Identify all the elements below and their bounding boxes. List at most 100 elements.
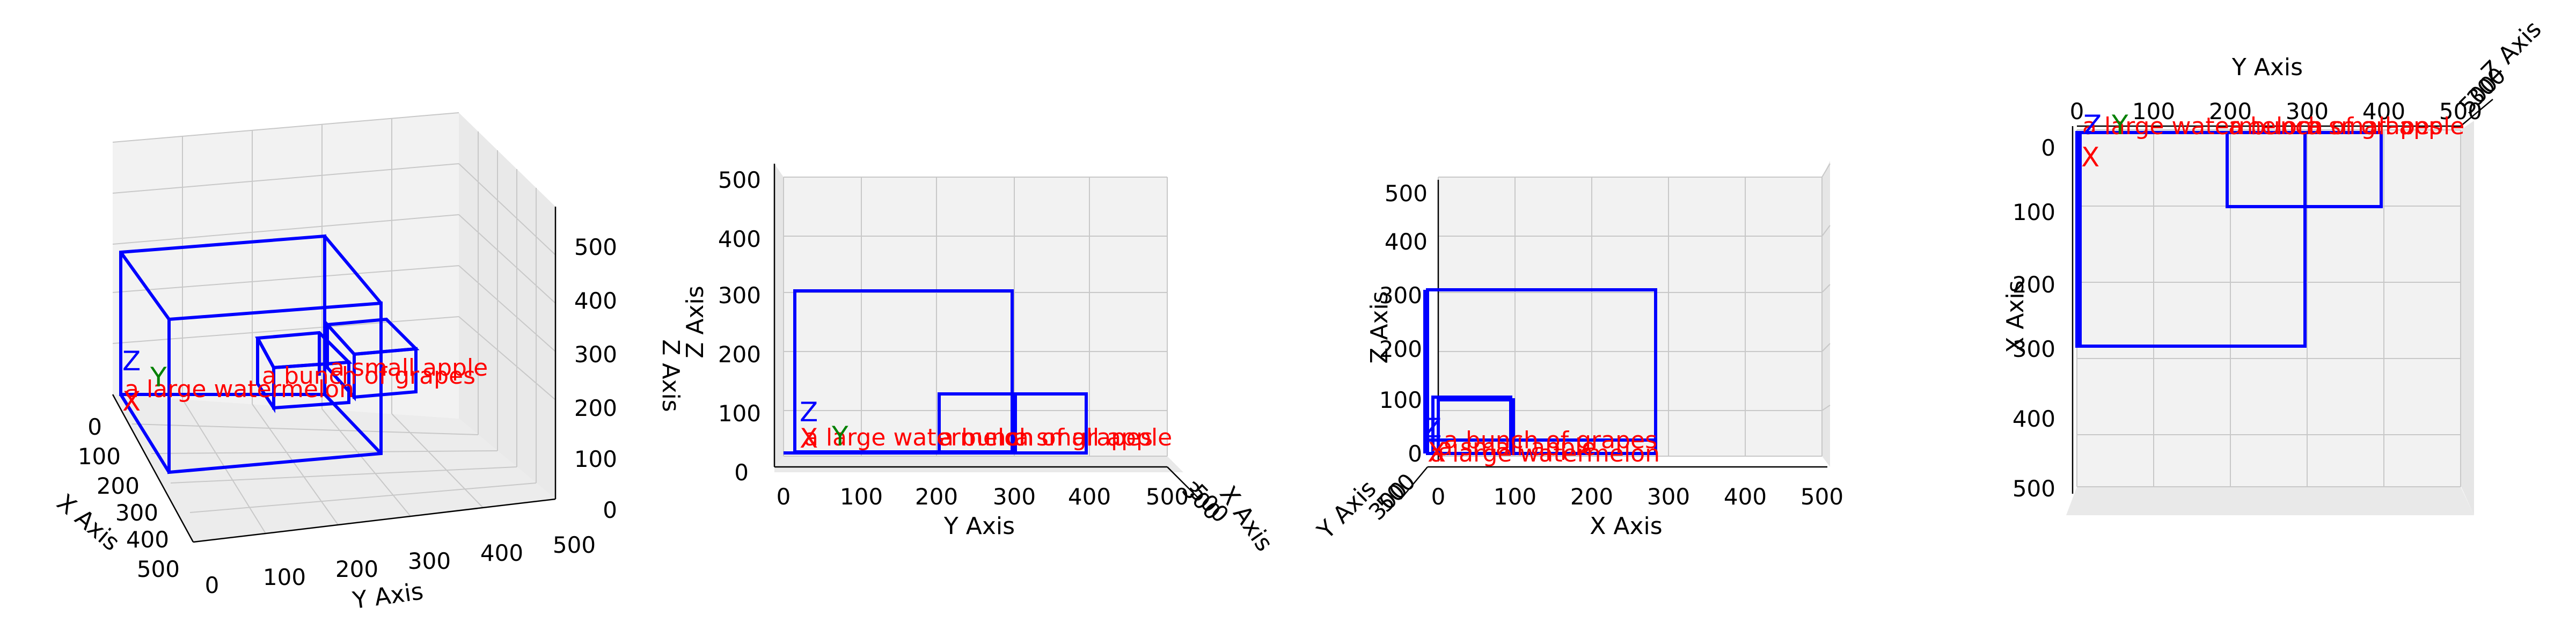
objects-front-xz: [1423, 288, 1657, 455]
tick-y-400: 400: [2362, 98, 2405, 125]
tick-y-500: 500: [1146, 484, 1189, 510]
pane-back-x: [113, 113, 459, 419]
tick-z-500: 500: [574, 234, 617, 260]
panel-front-xz: 0 100 200 300 400 500 Z Axis 0 100 200 3…: [1312, 161, 1843, 545]
tick-y-0: 0: [777, 484, 791, 510]
tick-x-200: 200: [1570, 484, 1613, 510]
tick-y-0: 0: [2070, 98, 2084, 125]
tick-x-0: 0: [87, 414, 102, 440]
marker-y: Y: [2111, 109, 2128, 141]
x-axis-label-front-xz: X Axis: [1590, 513, 1662, 540]
tick-y-300: 300: [408, 548, 451, 574]
pane-top-xy-bottom: [2066, 487, 2474, 515]
tick-y-400: 400: [1068, 484, 1111, 510]
tick-y-200: 200: [2209, 98, 2252, 125]
marker-y: Y: [150, 362, 167, 393]
tick-x-0: 0: [2041, 135, 2055, 161]
y-axis-label-top-xy: Y Axis: [2231, 54, 2303, 81]
label-grapes: a bunch of grapes: [2228, 113, 2442, 140]
label-grapes: a bunch of grapes: [939, 424, 1153, 451]
tick-z-200: 200: [574, 395, 617, 421]
marker-z: Z: [1423, 413, 1441, 444]
panel-top-xy: 0 100 200 300 400 500 Y Axis 0 100 200 3…: [2002, 16, 2547, 515]
marker-x: X: [2081, 142, 2099, 173]
tick-z-100: 100: [1379, 387, 1422, 413]
x-axis-label-top-xy: X Axis: [2002, 280, 2029, 353]
label-grapes: a bunch of grapes: [262, 362, 475, 390]
tick-x-300: 300: [1647, 484, 1690, 510]
tick-y-100: 100: [840, 484, 883, 510]
tick-z-200: 200: [718, 341, 761, 368]
origin-markers-top-xy: X Y Z: [2081, 109, 2128, 173]
box-watermelon: [1426, 288, 1657, 455]
tick-z-200: 200: [1379, 336, 1422, 362]
y-axis-label-side-yz: Y Axis: [943, 513, 1015, 540]
tick-x-100: 100: [2012, 199, 2055, 225]
tick-x-200: 200: [2012, 272, 2055, 298]
y-axis-label-perspective: Y Axis: [350, 577, 425, 614]
objects-perspective: [119, 234, 420, 474]
tick-x-500: 500: [2012, 475, 2055, 502]
pane-back-y: [459, 113, 555, 499]
tick-y-100: 100: [2132, 98, 2175, 125]
marker-x: X: [122, 386, 141, 417]
pane-side-yz: [784, 177, 1167, 456]
label-apple: a small apple: [2307, 113, 2464, 140]
marker-x: X: [1428, 437, 1446, 468]
z-axis-label-front-xz: Z Axis: [1366, 291, 1393, 363]
tick-y-300: 300: [2286, 98, 2329, 125]
tick-y-200: 200: [915, 484, 958, 510]
tick-labels-front-xz: 0 100 200 300 400 500 Z Axis 0 100 200 3…: [1312, 180, 1843, 545]
box-grapes: [255, 331, 353, 413]
tick-x-400: 400: [2012, 406, 2055, 432]
axis-lines-top-xy: [2072, 99, 2493, 494]
tick-y-500: 500: [553, 532, 596, 558]
labels-front-xz: a large watermelon a bunch of grapes a s…: [1430, 427, 1660, 467]
tick-x-400: 400: [1724, 484, 1767, 510]
pane-side-yz-floor: [774, 456, 1183, 472]
pane-floor: [113, 394, 555, 542]
labels-perspective: a large watermelon a bunch of grapes a s…: [125, 354, 488, 403]
panel-perspective: 0 100 200 300 400 500 X Axis 0 100 200 3…: [52, 112, 684, 614]
tick-z-100: 100: [718, 400, 761, 427]
tick-x-200: 200: [97, 473, 140, 499]
pane-front-xz: [1438, 177, 1822, 456]
tick-z-500: 500: [718, 167, 761, 193]
tick-z-400: 400: [574, 288, 617, 314]
label-apple: a small apple: [330, 354, 488, 382]
tick-labels-perspective: 0 100 200 300 400 500 X Axis 0 100 200 3…: [52, 234, 684, 614]
marker-z: Z: [800, 397, 818, 428]
marker-x: X: [800, 423, 818, 454]
label-apple: a small apple: [1014, 424, 1172, 451]
box-watermelon: [2075, 131, 2307, 348]
tick-z-400: 400: [1385, 229, 1428, 255]
objects-top-xy: [2075, 131, 2383, 348]
tick-z-300: 300: [718, 282, 761, 309]
tick-x-100: 100: [78, 443, 121, 470]
marker-z: Z: [2083, 109, 2102, 141]
tick-z-0: 0: [603, 497, 617, 523]
pane-front-xz-right: [1822, 161, 1830, 467]
tick-x-0: 0: [1431, 484, 1446, 510]
tick-y-500: 500: [2439, 98, 2482, 125]
tick-z-100: 100: [574, 446, 617, 472]
label-grapes: a bunch of grapes: [1444, 427, 1657, 454]
box-apple: [1437, 398, 1515, 455]
box-apple: [2303, 131, 2383, 208]
labels-side-yz: a large watermelon a bunch of grapes a s…: [804, 424, 1172, 451]
label-watermelon: a large watermelon: [2082, 113, 2312, 140]
tick-y-0: 0: [205, 572, 219, 598]
tick-z-400: 400: [718, 226, 761, 252]
z-axis-label-top-xy: Z Axis: [2476, 16, 2547, 86]
tick-y-100: 100: [263, 564, 306, 590]
axis-lines-side-yz: [773, 164, 1200, 500]
z-axis-label-perspective: Z Axis: [657, 339, 684, 412]
labels-top-xy: a large watermelon a bunch of grapes a s…: [2082, 113, 2464, 140]
tick-z-300: 300: [574, 341, 617, 368]
tick-x-100: 100: [1494, 484, 1536, 510]
tick-y-400: 400: [480, 540, 523, 566]
z-axis-label-side-yz: Z Axis: [682, 286, 709, 358]
tick-z-0: 0: [1408, 441, 1422, 467]
tick-z-0: 0: [734, 459, 749, 486]
